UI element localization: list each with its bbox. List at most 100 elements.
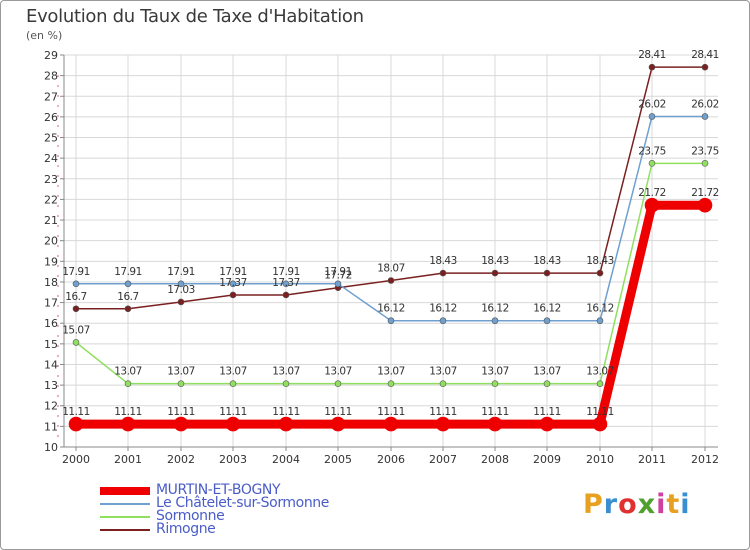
y-tick-label: 10	[44, 441, 58, 454]
data-label: 16.12	[377, 303, 405, 315]
data-label: 28.41	[691, 49, 719, 61]
y-tick-label: 18	[44, 276, 58, 289]
y-tick-label: 12	[44, 400, 58, 413]
legend-swatch	[100, 487, 150, 495]
data-label: 26.02	[638, 98, 666, 110]
data-point	[387, 317, 395, 325]
data-point	[282, 280, 290, 288]
x-tick-label: 2005	[324, 453, 352, 466]
data-point	[648, 160, 656, 167]
data-label: 16.7	[117, 291, 138, 303]
data-point	[124, 305, 132, 313]
legend-swatch	[100, 503, 150, 505]
x-tick-label: 2001	[114, 453, 142, 466]
data-label: 13.07	[272, 366, 300, 378]
x-tick-label: 2006	[377, 453, 405, 466]
data-label: 11.11	[62, 406, 90, 418]
data-point	[177, 280, 185, 288]
x-tick-label: 2010	[586, 453, 614, 466]
legend-swatch	[100, 516, 150, 518]
data-label: 11.11	[377, 406, 405, 418]
data-point	[648, 113, 656, 120]
data-point	[282, 380, 290, 387]
y-tick-label: 16	[44, 317, 58, 330]
data-point	[330, 416, 346, 432]
data-label: 16.7	[65, 291, 86, 303]
data-point	[387, 380, 395, 387]
y-tick-label: 11	[44, 420, 58, 433]
data-point	[124, 380, 132, 387]
data-label: 18.43	[586, 255, 614, 267]
data-point	[334, 380, 342, 387]
data-label: 11.11	[272, 406, 300, 418]
data-label: 17.72	[324, 270, 352, 282]
x-tick-label: 2011	[638, 453, 666, 466]
data-point	[439, 380, 447, 387]
chart-subtitle: (en %)	[26, 29, 63, 42]
data-point	[697, 197, 713, 213]
y-tick-label: 28	[44, 70, 58, 83]
data-label: 17.03	[167, 284, 195, 296]
data-point	[439, 269, 447, 277]
data-label: 13.07	[533, 366, 561, 378]
x-tick-label: 2004	[272, 453, 300, 466]
data-label: 23.75	[638, 145, 666, 157]
data-label: 13.07	[429, 366, 457, 378]
data-point	[387, 277, 395, 284]
proxiti-logo: Proxiti	[583, 489, 691, 520]
data-point	[596, 317, 604, 325]
data-point	[644, 197, 660, 213]
data-point	[173, 416, 189, 432]
y-tick-label: 19	[44, 255, 58, 268]
data-label: 11.11	[481, 406, 509, 418]
logo-letter: i	[656, 489, 667, 520]
data-point	[701, 160, 709, 167]
y-tick-label: 25	[44, 132, 58, 145]
data-label: 16.12	[533, 303, 561, 315]
y-tick-label: 22	[44, 193, 58, 206]
data-point	[229, 291, 237, 299]
data-label: 11.11	[219, 406, 247, 418]
y-tick-label: 23	[44, 173, 58, 186]
data-point	[72, 280, 80, 288]
data-label: 17.91	[167, 266, 195, 278]
data-label: 13.07	[167, 366, 195, 378]
y-tick-label: 27	[44, 90, 58, 103]
x-tick-label: 2009	[533, 453, 561, 466]
data-label: 13.07	[114, 366, 142, 378]
data-label: 16.12	[586, 303, 614, 315]
data-point	[383, 416, 399, 432]
data-label: 13.07	[324, 366, 352, 378]
data-point	[543, 269, 551, 277]
y-tick-label: 24	[44, 152, 58, 165]
data-label: 17.37	[219, 277, 247, 289]
data-label: 11.11	[429, 406, 457, 418]
logo-letter: o	[618, 489, 638, 520]
data-label: 28.41	[638, 49, 666, 61]
data-point	[282, 291, 290, 299]
legend-label: Rimogne	[156, 521, 216, 537]
data-label: 17.37	[272, 277, 300, 289]
y-tick-label: 29	[44, 49, 58, 62]
data-label: 15.07	[62, 324, 90, 336]
data-label: 18.07	[377, 263, 405, 275]
x-tick-label: 2000	[62, 453, 90, 466]
data-point	[701, 113, 709, 120]
legend-label: Le Châtelet-sur-Sormonne	[156, 495, 329, 511]
data-label: 17.91	[272, 266, 300, 278]
data-label: 13.07	[481, 366, 509, 378]
data-point	[487, 416, 503, 432]
data-label: 21.72	[638, 187, 666, 199]
logo-letter: i	[680, 489, 691, 520]
data-point	[701, 63, 709, 71]
data-label: 17.91	[219, 266, 247, 278]
data-point	[435, 416, 451, 432]
data-label: 13.07	[377, 366, 405, 378]
data-point	[177, 298, 185, 306]
logo-letter: P	[583, 489, 604, 520]
data-point	[491, 269, 499, 277]
y-tick-label: 14	[44, 358, 58, 371]
legend-label: Sormonne	[156, 508, 225, 524]
data-point	[491, 380, 499, 387]
data-label: 13.07	[586, 366, 614, 378]
